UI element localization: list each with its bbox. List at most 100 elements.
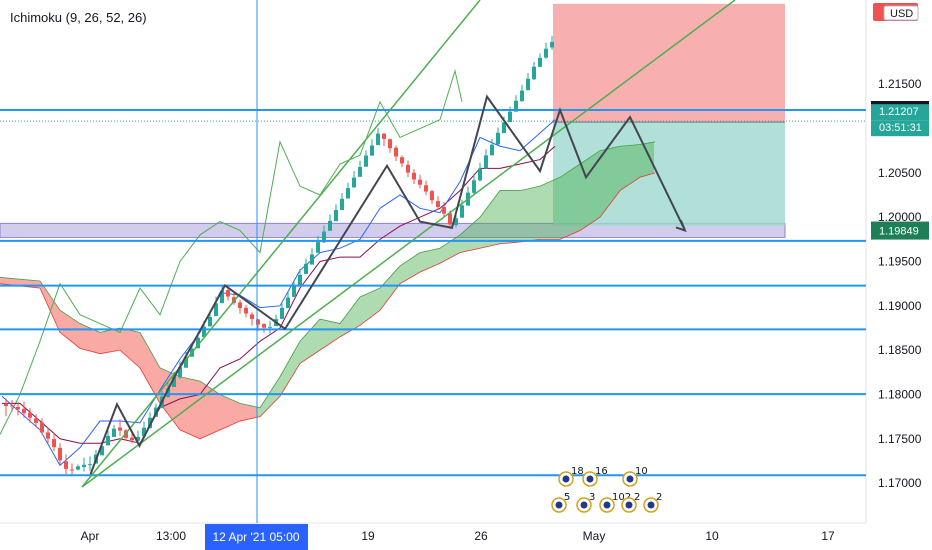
event-count: 2 [656, 492, 662, 503]
flag-icon [555, 501, 563, 509]
candle-bearish [424, 185, 428, 192]
flag-icon [580, 501, 588, 509]
candle-bullish [298, 274, 302, 286]
candle-bullish [514, 100, 518, 112]
flag-icon [603, 501, 611, 509]
candle-bullish [136, 436, 140, 441]
price-axis-bg [867, 0, 932, 523]
candle-bullish [358, 167, 362, 177]
candle-bullish [280, 307, 284, 319]
price-tick-label: 1.19500 [878, 255, 922, 269]
crosshair-time-tag [205, 524, 308, 550]
flag-icon [647, 501, 655, 509]
event-count: 102 [612, 492, 631, 503]
indicator-legend[interactable]: Ichimoku (9, 26, 52, 26) [10, 10, 147, 25]
event-count: 3 [589, 492, 595, 503]
tenkan-sen [1, 119, 556, 467]
candle-bullish [472, 180, 476, 193]
trend-drawings [81, 0, 736, 523]
zigzag-pattern [89, 94, 686, 475]
senkou-span-b [0, 172, 656, 440]
time-tick-label: 19 [361, 529, 375, 543]
grid [0, 0, 867, 524]
arrow-head [675, 220, 687, 233]
price-tag [871, 104, 929, 121]
time-tick-label: 10 [705, 529, 719, 543]
candle-bullish [550, 41, 554, 48]
candle-bullish [460, 205, 464, 218]
event-count: 18 [571, 466, 584, 477]
channel-upper-line [81, 0, 481, 488]
candle-bullish [268, 326, 272, 328]
candle-bearish [34, 418, 38, 423]
price-axis: 1.21500 1.20500 1.20000 1.19500 1.19000 1.185… [867, 0, 932, 523]
candle-bearish [250, 314, 254, 319]
candle-bearish [52, 439, 56, 448]
candle-bullish [76, 466, 80, 470]
candle-bullish [328, 220, 332, 231]
candle-bullish [220, 290, 224, 304]
candle-bearish [64, 461, 68, 469]
candle-bullish [100, 446, 104, 456]
candle-bullish [520, 90, 524, 102]
time-tick-label: 13:00 [156, 529, 186, 543]
ichimoku-lines [0, 68, 556, 467]
time-tick-label: 17 [821, 529, 835, 543]
candle-bullish [172, 376, 176, 388]
candle-bearish [418, 179, 422, 185]
candle-bullish [376, 133, 380, 146]
candle-bullish [334, 209, 338, 222]
stop-loss-zone [553, 3, 785, 123]
candle-bearish [58, 447, 62, 461]
candle-bullish [178, 367, 182, 378]
candle-bullish [184, 356, 188, 368]
candle-bearish [22, 408, 26, 414]
price-tick-label: 1.17000 [878, 476, 922, 490]
candle-bullish [142, 427, 146, 437]
flag-icon [562, 475, 570, 483]
candle-bullish [82, 464, 86, 468]
candle-bullish [478, 168, 482, 181]
crosshair-time-label: 12 Apr '21 05:00 [212, 530, 299, 544]
candle-bearish [16, 406, 20, 410]
horizontal-levels [0, 109, 866, 477]
candle-bearish [10, 405, 14, 407]
candle-bearish [388, 139, 392, 149]
candle-bearish [40, 422, 44, 433]
candle-bearish [412, 172, 416, 180]
candle-bearish [430, 191, 434, 201]
price-tick-label: 1.18500 [878, 343, 922, 357]
candle-bullish [346, 188, 350, 199]
support-zone [0, 222, 786, 238]
time-axis-bg [0, 524, 866, 550]
flag-icon [625, 501, 633, 509]
candle-bearish [406, 164, 410, 173]
currency-label: USD [890, 8, 913, 20]
candle-bearish [400, 157, 404, 164]
candle-bullish [364, 155, 368, 167]
candle-bearish [256, 319, 260, 325]
candle-bullish [286, 297, 290, 309]
price-tag-text: 1.21207 [879, 106, 919, 118]
event-count: 5 [564, 492, 570, 503]
candle-bearish [28, 412, 32, 418]
event-count: 2 [634, 492, 640, 503]
candle-bearish [382, 133, 386, 139]
candle-bullish [454, 218, 458, 226]
price-tag-text: 1.19849 [879, 226, 919, 238]
candle-bearish [226, 290, 230, 297]
time-axis: Apr 13:00 19 26 May 10 17 12 Apr '21 05:00 [0, 524, 866, 550]
candle-bullish [544, 48, 548, 58]
candle-bullish [370, 145, 374, 156]
event-count: 16 [595, 466, 608, 477]
take-profit-zone [553, 122, 785, 226]
candle-bearish [4, 403, 8, 407]
price-tick-label: 1.18000 [878, 387, 922, 401]
candle-bearish [130, 437, 134, 441]
candle-bearish [244, 307, 248, 314]
candle-bullish [316, 242, 320, 253]
candle-bullish [196, 337, 200, 349]
candle-bearish [442, 207, 446, 214]
